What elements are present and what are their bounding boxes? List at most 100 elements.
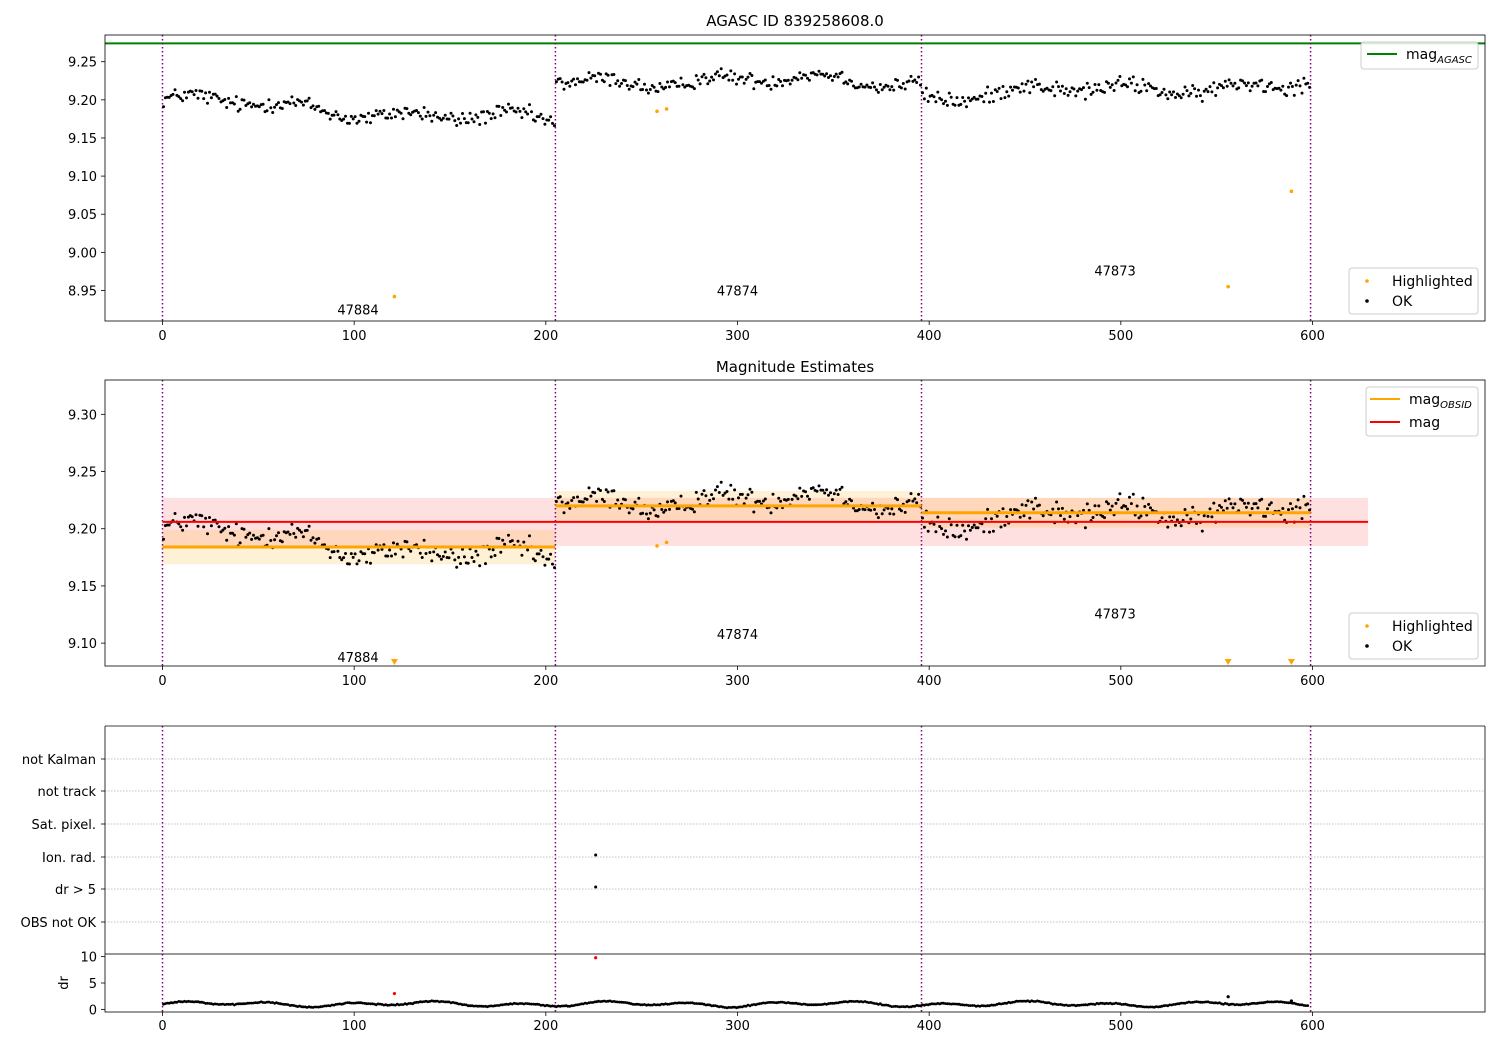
- ok-point: [800, 76, 804, 80]
- ok-point: [1179, 96, 1183, 100]
- ok-point: [646, 517, 650, 521]
- ok-point: [1055, 500, 1059, 504]
- ok-point: [455, 565, 459, 569]
- ok-point: [206, 532, 209, 536]
- ok-point: [1294, 505, 1298, 509]
- ok-point: [1060, 84, 1064, 88]
- dr-point: [1229, 1002, 1233, 1006]
- ok-point: [531, 557, 535, 561]
- ok-point: [271, 111, 275, 114]
- ok-point: [269, 106, 273, 110]
- ok-point: [852, 84, 855, 88]
- ok-point: [1287, 508, 1290, 512]
- ok-point: [1068, 90, 1072, 94]
- ok-point: [694, 74, 698, 78]
- ok-point: [1256, 84, 1260, 88]
- ok-point: [1210, 90, 1214, 94]
- ok-point: [443, 113, 447, 117]
- ok-point: [729, 69, 733, 73]
- ok-point: [903, 87, 907, 91]
- ok-point: [332, 550, 336, 554]
- ok-point: [990, 91, 993, 95]
- ok-point: [328, 556, 332, 560]
- ok-point: [1118, 75, 1122, 78]
- ok-point: [225, 538, 229, 542]
- ok-point: [386, 554, 390, 558]
- x-tick-label: 400: [917, 674, 942, 689]
- ok-point: [217, 97, 221, 100]
- ok-point: [484, 121, 487, 125]
- ok-point: [901, 82, 905, 85]
- ok-point: [892, 88, 896, 92]
- ok-point: [181, 99, 185, 103]
- ok-point: [1103, 516, 1106, 520]
- ok-point: [1290, 85, 1294, 88]
- ok-point: [859, 82, 863, 86]
- ok-point: [997, 86, 1001, 90]
- y-tick-label: 9.00: [68, 246, 97, 261]
- y-tick-label: 9.05: [68, 208, 97, 223]
- ok-point: [476, 553, 480, 557]
- ok-point: [936, 90, 940, 94]
- ok-point: [388, 548, 392, 552]
- ok-point: [248, 101, 252, 105]
- ok-point: [462, 555, 466, 559]
- ok-point: [1110, 504, 1114, 508]
- ok-point: [1005, 515, 1009, 518]
- ok-point: [455, 124, 459, 127]
- ok-point: [526, 548, 530, 552]
- magnitude-estimates-panel: Magnitude Estimates 47884 47874 47873 0 100 2…: [68, 358, 1486, 689]
- agasc-magnitude-panel: AGASC ID 839258608.0 47884 47874 47873 0 100…: [68, 12, 1486, 344]
- ok-point: [991, 100, 995, 103]
- ok-point: [666, 500, 669, 504]
- legend-label: magOBSID: [1409, 392, 1472, 411]
- ok-point: [1223, 499, 1227, 503]
- ok-point: [830, 498, 834, 502]
- ok-point: [409, 113, 413, 117]
- ok-point: [934, 100, 938, 104]
- obsid-label: 47874: [717, 628, 758, 643]
- ok-point: [832, 75, 836, 78]
- panel-title: Magnitude Estimates: [716, 358, 874, 376]
- ok-point: [238, 541, 242, 545]
- ok-point: [714, 72, 717, 76]
- ok-point: [873, 85, 876, 89]
- ok-point: [351, 117, 355, 121]
- ok-point: [896, 78, 899, 82]
- ok-point: [227, 96, 231, 100]
- ok-point: [804, 73, 807, 77]
- ok-point: [1016, 86, 1020, 90]
- ok-point: [1244, 505, 1248, 509]
- ok-point: [238, 107, 242, 111]
- legend-label-highlighted: Highlighted: [1392, 274, 1473, 290]
- ok-point: [162, 105, 165, 109]
- legend-marker-highlighted: [1365, 279, 1369, 283]
- ok-point: [1202, 514, 1206, 518]
- ok-point: [907, 79, 911, 83]
- ok-point: [840, 485, 844, 489]
- ok-point: [336, 113, 340, 117]
- ok-point: [775, 84, 779, 88]
- ok-point: [915, 81, 919, 84]
- ok-point: [1089, 92, 1093, 96]
- ok-point: [737, 77, 740, 81]
- ok-point: [1147, 82, 1151, 86]
- ok-point: [1168, 90, 1172, 94]
- legend-marker-highlighted: [1365, 624, 1369, 628]
- ok-point: [681, 83, 685, 87]
- ok-point: [913, 78, 917, 82]
- ok-point: [522, 540, 526, 544]
- ok-point: [528, 534, 531, 538]
- ok-point: [307, 96, 311, 100]
- ok-point: [660, 85, 664, 89]
- ok-point: [1195, 94, 1198, 98]
- ok-point: [516, 539, 520, 543]
- ok-point: [825, 488, 829, 492]
- ok-point: [1269, 501, 1273, 505]
- ok-point: [286, 100, 290, 104]
- ok-point: [1093, 83, 1097, 86]
- ok-point: [953, 103, 957, 107]
- ok-point: [1237, 86, 1241, 90]
- ok-point: [955, 523, 959, 527]
- ok-point: [1281, 84, 1285, 88]
